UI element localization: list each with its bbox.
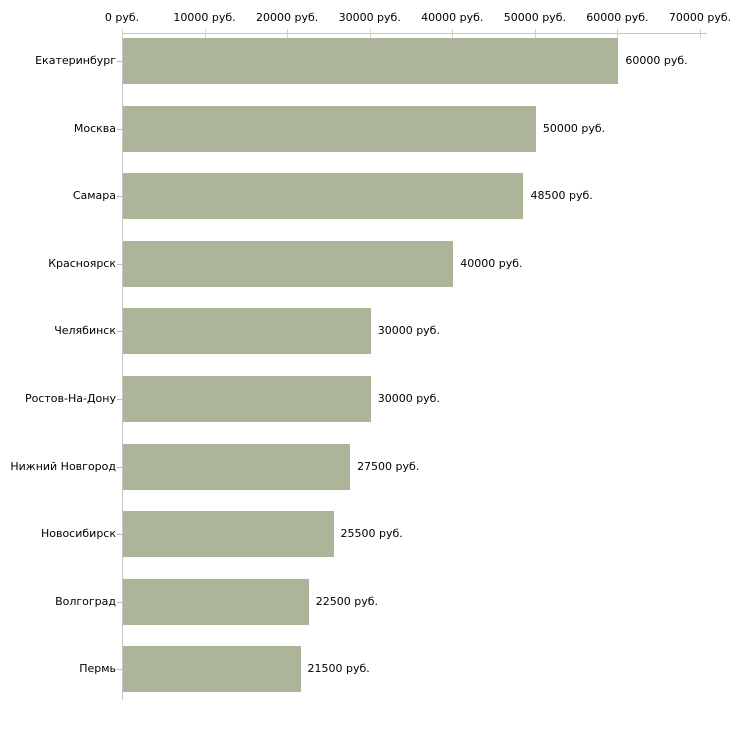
value-label: 22500 руб. (315, 594, 379, 608)
category-label: Волгоград (55, 594, 116, 608)
y-axis-tick-mark (117, 331, 122, 332)
category-label: Екатеринбург (35, 54, 116, 67)
bar (123, 578, 309, 625)
x-axis-tick-label: 70000 руб. (668, 11, 730, 24)
bar (123, 308, 371, 355)
value-label: 21500 руб. (307, 662, 370, 676)
value-label: 50000 руб. (542, 121, 606, 135)
category-label: Москва (73, 121, 116, 135)
bar (123, 511, 334, 558)
y-axis-tick-mark (117, 196, 122, 197)
x-axis-tick-mark (617, 29, 619, 38)
bar (123, 646, 301, 693)
category-label: Новосибирск (40, 527, 116, 541)
y-axis-tick-mark (117, 467, 122, 468)
x-axis-tick-mark (700, 29, 701, 38)
x-axis-tick-mark (122, 29, 123, 38)
y-axis-tick-mark (117, 129, 122, 130)
value-label: 30000 руб. (377, 392, 440, 405)
bar (123, 376, 371, 422)
category-label: Красноярск (48, 256, 116, 270)
x-axis-tick-label: 40000 руб. (421, 11, 484, 24)
bar (123, 38, 619, 84)
category-label: Челябинск (54, 324, 116, 338)
x-axis-tick-mark (204, 29, 206, 38)
y-axis-tick-mark (117, 669, 122, 670)
y-axis-tick-mark (117, 602, 122, 603)
y-axis-tick-mark (117, 61, 122, 62)
x-axis-tick-mark (369, 29, 371, 38)
y-axis-tick-mark (117, 399, 122, 400)
bar (123, 105, 536, 152)
value-label: 27500 руб. (357, 459, 420, 473)
x-axis-tick-label: 20000 руб. (256, 11, 319, 24)
value-label: 60000 руб. (625, 54, 688, 67)
category-label: Самара (72, 189, 116, 203)
x-axis-tick-mark (287, 29, 289, 38)
x-axis-tick-label: 50000 руб. (503, 11, 566, 24)
value-label: 25500 руб. (340, 527, 403, 541)
x-axis-line (122, 33, 707, 34)
category-label: Ростов-На-Дону (24, 392, 116, 405)
bar (123, 443, 351, 490)
value-label: 48500 руб. (530, 189, 593, 203)
x-axis-tick-mark (452, 29, 454, 38)
value-label: 30000 руб. (377, 324, 440, 338)
x-axis-tick-label: 10000 руб. (173, 11, 236, 24)
category-label: Пермь (79, 662, 116, 676)
y-axis-line (122, 33, 123, 700)
y-axis-tick-mark (117, 264, 122, 265)
bar (123, 240, 454, 287)
bar (123, 173, 524, 220)
x-axis-tick-label: 60000 руб. (586, 11, 649, 24)
value-label: 40000 руб. (460, 256, 523, 270)
y-axis-tick-mark (117, 534, 122, 535)
category-label: Нижний Новгород (10, 459, 116, 473)
x-axis-tick-mark (534, 29, 536, 38)
x-axis-tick-label: 0 руб. (104, 11, 140, 24)
x-axis-tick-label: 30000 руб. (338, 11, 401, 24)
